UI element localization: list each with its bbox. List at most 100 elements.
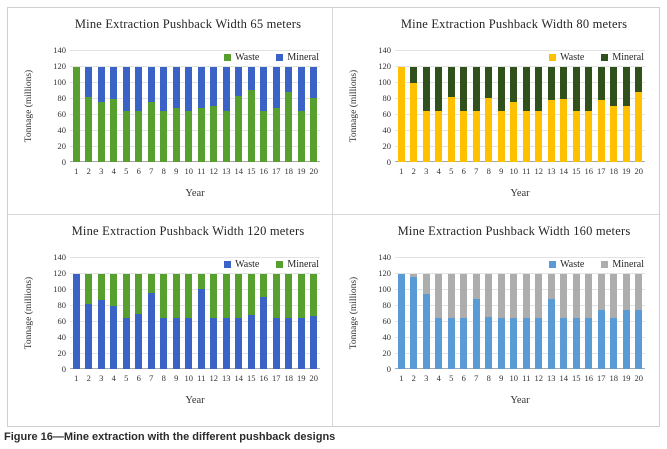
- bar-segment-waste: [472, 298, 480, 369]
- x-tick-label: 13: [547, 166, 556, 176]
- legend-label: Waste: [235, 52, 260, 63]
- bar-stack-year-7: [147, 66, 155, 162]
- y-tick-label: 60: [382, 316, 392, 326]
- bar-stack-year-13: [547, 273, 555, 369]
- y-tick-label: 60: [57, 109, 67, 119]
- chart-title: Mine Extraction Pushback Width 65 meters: [74, 17, 302, 31]
- bar-segment-mineral: [535, 273, 543, 318]
- gridline: [70, 353, 320, 354]
- y-tick-label: 140: [53, 252, 66, 262]
- bar-stack-year-19: [297, 66, 305, 162]
- bar-segment-mineral: [510, 66, 518, 102]
- bar-stack-year-1: [72, 66, 80, 162]
- bar-stack-year-20: [310, 273, 318, 369]
- bar-stack-year-2: [85, 66, 93, 162]
- chart-cell-160m: Mine Extraction Pushback Width 160 meter…: [333, 215, 659, 426]
- bar-segment-waste: [297, 110, 305, 162]
- bar-segment-mineral: [310, 66, 318, 98]
- bar-slot: [470, 257, 483, 369]
- bar-segment-waste: [572, 317, 580, 369]
- bar-slot: [470, 50, 483, 162]
- bar-segment-waste: [210, 106, 218, 162]
- legend-swatch-mineral: [276, 261, 284, 268]
- bar-segment-waste: [97, 102, 105, 162]
- legend-item-mineral: Mineral: [601, 259, 644, 270]
- bar-segment-waste: [147, 293, 155, 369]
- bar-segment-mineral: [285, 66, 293, 92]
- bar-segment-waste: [572, 110, 580, 162]
- x-axis-title: Year: [510, 188, 530, 199]
- bar-segment-mineral: [247, 273, 255, 315]
- bar-segment-waste: [635, 309, 643, 369]
- bar-segment-waste: [535, 110, 543, 162]
- bar-segment-waste: [510, 102, 518, 162]
- x-tick-label: 3: [424, 373, 429, 383]
- bar-segment-mineral: [485, 66, 493, 98]
- bar-segment-mineral: [147, 273, 155, 293]
- bar-stack-year-15: [572, 66, 580, 162]
- x-tick-label: 18: [609, 166, 619, 176]
- y-tick-label: 0: [61, 364, 66, 374]
- legend-swatch-waste: [224, 54, 232, 61]
- bar-stack-year-14: [235, 273, 243, 369]
- bar-stack-year-14: [560, 273, 568, 369]
- x-axis-title: Year: [185, 395, 205, 406]
- bar-stack-year-2: [410, 273, 418, 369]
- bar-segment-mineral: [97, 66, 105, 102]
- bar-segment-mineral: [460, 66, 468, 111]
- bar-slot: [433, 257, 446, 369]
- bar-segment-mineral: [135, 273, 143, 314]
- bar-stack-year-19: [297, 273, 305, 369]
- bar-segment-mineral: [210, 273, 218, 318]
- bar-segment-waste: [497, 110, 505, 162]
- x-tick-label: 18: [284, 373, 294, 383]
- bar-stack-year-2: [410, 66, 418, 162]
- bar-segment-mineral: [260, 273, 268, 297]
- bar-segment-waste: [185, 317, 193, 369]
- bar-stack-year-15: [247, 66, 255, 162]
- x-tick-label: 2: [411, 166, 416, 176]
- bar-stack-year-18: [285, 273, 293, 369]
- bar-slot: [595, 257, 608, 369]
- y-tick-label: 80: [57, 300, 67, 310]
- bar-stack-year-17: [272, 66, 280, 162]
- y-tick-label: 140: [378, 252, 391, 262]
- bar-segment-waste: [310, 98, 318, 162]
- gridline: [395, 337, 645, 338]
- legend: Waste Mineral: [224, 259, 319, 270]
- bar-stack-year-1: [397, 66, 405, 162]
- plot-area: 0 20 40 60 80 100 120 140 1 2 3 4 5 6 7 8 9 10 11 12 13 14 15 1…: [378, 252, 645, 383]
- bar-segment-waste: [285, 91, 293, 162]
- bar-segment-mineral: [422, 273, 430, 294]
- bar-segment-mineral: [585, 273, 593, 318]
- bar-segment-mineral: [410, 273, 418, 277]
- bar-slot: [70, 257, 83, 369]
- bar-segment-mineral: [597, 273, 605, 310]
- gridline: [395, 353, 645, 354]
- bar-stack-year-19: [622, 66, 630, 162]
- bar-stack-year-6: [460, 273, 468, 369]
- bar-slot: [183, 257, 196, 369]
- bar-segment-mineral: [235, 273, 243, 318]
- bar-segment-waste: [485, 317, 493, 369]
- gridline: [395, 66, 645, 67]
- bar-stack-year-8: [485, 273, 493, 369]
- bar-segment-waste: [160, 110, 168, 162]
- x-tick-label: 16: [584, 166, 594, 176]
- bar-slot: [108, 257, 121, 369]
- bar-segment-waste: [122, 317, 130, 369]
- x-tick-label: 3: [99, 373, 104, 383]
- x-tick-label: 4: [436, 373, 441, 383]
- bar-segment-waste: [185, 110, 193, 162]
- bar-segment-waste: [122, 110, 130, 162]
- bar-slot: [270, 257, 283, 369]
- y-tick-label: 20: [57, 348, 67, 358]
- bar-slot: [208, 50, 221, 162]
- legend: Waste Mineral: [549, 259, 644, 270]
- x-tick-label: 16: [259, 166, 269, 176]
- y-axis-title: Tonnage (millions): [349, 69, 359, 143]
- y-tick-label: 0: [61, 157, 66, 167]
- bar-stack-year-16: [585, 273, 593, 369]
- x-tick-label: 12: [534, 373, 544, 383]
- x-tick-label: 8: [161, 166, 166, 176]
